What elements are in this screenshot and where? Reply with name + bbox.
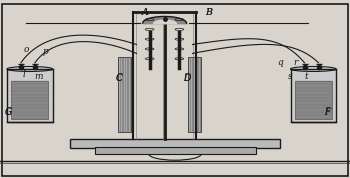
Text: F: F <box>324 107 330 117</box>
Bar <box>11 81 48 119</box>
Text: o: o <box>23 45 29 54</box>
Bar <box>188 57 201 132</box>
Text: G: G <box>5 107 13 117</box>
Bar <box>290 69 336 122</box>
Ellipse shape <box>7 66 52 71</box>
Text: C: C <box>116 74 122 83</box>
Text: t: t <box>304 72 308 81</box>
Text: r: r <box>294 58 298 67</box>
Text: q: q <box>277 58 283 67</box>
Text: A: A <box>142 8 149 17</box>
Text: s: s <box>288 72 293 81</box>
Text: l: l <box>23 70 26 79</box>
Text: C: C <box>116 73 122 83</box>
Bar <box>7 69 52 122</box>
Text: F: F <box>324 108 330 117</box>
Text: D: D <box>183 73 191 83</box>
Text: D: D <box>184 74 191 83</box>
Text: A: A <box>142 8 148 17</box>
Text: B: B <box>205 8 212 17</box>
Bar <box>295 81 332 119</box>
Text: m: m <box>34 72 43 81</box>
Ellipse shape <box>290 66 336 71</box>
Text: B: B <box>205 8 211 17</box>
Text: G: G <box>5 108 12 117</box>
Bar <box>118 57 131 132</box>
Bar <box>94 147 256 154</box>
Text: p: p <box>43 47 48 56</box>
Bar <box>70 139 280 148</box>
